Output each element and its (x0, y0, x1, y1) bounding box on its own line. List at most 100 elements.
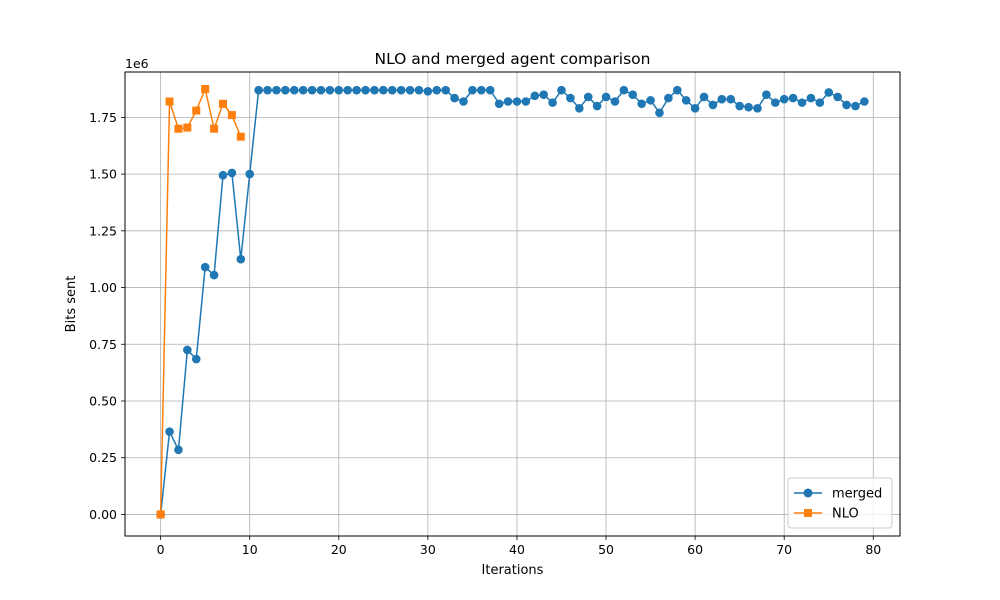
data-point-merged (477, 85, 486, 95)
data-point-merged (191, 354, 201, 364)
x-tick-label: 30 (420, 542, 436, 557)
data-point-merged (236, 254, 246, 264)
grid (125, 72, 900, 536)
data-point-merged (619, 85, 629, 95)
data-point-merged (860, 97, 869, 106)
x-tick-label: 70 (776, 542, 792, 557)
data-point-merged (806, 93, 816, 103)
data-point-merged (548, 98, 557, 107)
data-point-merged (779, 94, 789, 104)
data-point-merged (655, 108, 664, 118)
data-point-merged (441, 85, 450, 95)
data-point-merged (165, 427, 174, 436)
data-point-nlo (156, 510, 165, 519)
data-point-merged (396, 85, 406, 95)
data-point-merged (254, 85, 263, 95)
data-point-merged (628, 90, 638, 99)
data-point-merged (672, 85, 682, 95)
x-tick-label: 0 (157, 542, 165, 557)
data-point-merged (601, 92, 611, 102)
data-point-nlo (236, 132, 245, 141)
x-tick-label: 60 (687, 542, 703, 557)
data-point-merged (316, 85, 326, 95)
data-point-nlo (192, 106, 201, 115)
data-point-merged (690, 104, 700, 113)
data-point-merged (298, 85, 308, 95)
x-tick-label: 10 (242, 542, 258, 557)
data-point-merged (307, 85, 317, 95)
data-point-merged (566, 93, 575, 103)
legend: merged NLO (787, 477, 893, 529)
data-point-merged (717, 94, 727, 104)
y-tick-label: 0.75 (89, 337, 117, 352)
data-point-merged (708, 100, 718, 110)
data-point-nlo (201, 85, 210, 94)
data-point-merged (485, 85, 495, 95)
legend-box (787, 477, 893, 529)
data-point-merged (583, 92, 593, 102)
series-nlo-line (159, 88, 242, 515)
data-point-merged (575, 104, 584, 113)
data-point-merged (646, 96, 655, 105)
data-point-merged (815, 98, 825, 107)
data-point-merged (423, 86, 433, 96)
data-point-merged (762, 90, 771, 99)
y-tick-label: 1.00 (89, 280, 117, 295)
data-point-merged (334, 85, 344, 95)
plot-frame (124, 71, 901, 537)
data-point-merged (530, 91, 540, 101)
y-tick-label: 1.25 (89, 223, 117, 238)
x-tick-label: 40 (509, 542, 525, 557)
data-point-nlo (210, 124, 219, 133)
data-point-merged (744, 102, 753, 112)
data-point-merged (200, 262, 210, 272)
data-point-merged (503, 97, 513, 106)
x-axis-label: Iterations (482, 563, 544, 578)
legend-merged-label: merged (832, 487, 882, 502)
data-point-merged (414, 85, 424, 95)
data-point-merged (824, 88, 834, 97)
data-point-merged (468, 85, 477, 95)
y-tick-label: 1.50 (89, 167, 117, 182)
y-offset-label: 1e6 (125, 56, 149, 71)
data-point-merged (539, 90, 548, 99)
data-point-merged (512, 97, 522, 106)
data-point-merged (699, 92, 709, 102)
chart-title: NLO and merged agent comparison (375, 50, 651, 68)
data-point-merged (218, 170, 228, 180)
data-point-nlo (218, 99, 227, 108)
data-point-merged (174, 445, 183, 455)
data-point-merged (797, 98, 807, 107)
data-point-merged (770, 98, 780, 107)
data-point-merged (263, 85, 272, 95)
data-point-merged (432, 85, 442, 95)
data-point-merged (637, 99, 646, 109)
data-point-nlo (165, 97, 174, 106)
series-layer (156, 85, 869, 519)
data-point-merged (352, 85, 361, 95)
legend-nlo-label: NLO (832, 507, 859, 522)
data-point-merged (361, 85, 370, 95)
data-point-merged (494, 99, 504, 109)
data-point-merged (272, 85, 281, 95)
data-point-merged (281, 85, 290, 95)
data-point-merged (379, 85, 388, 95)
data-point-merged (325, 85, 335, 95)
legend-nlo-marker (804, 509, 812, 517)
data-point-merged (610, 97, 620, 106)
data-point-merged (557, 85, 566, 95)
data-point-merged (245, 169, 255, 179)
series-nlo (156, 85, 245, 519)
legend-merged-marker (803, 488, 813, 498)
y-tick-label: 0.00 (89, 507, 117, 522)
data-point-merged (289, 85, 299, 95)
data-point-merged (227, 168, 237, 178)
data-point-merged (788, 93, 798, 103)
data-point-merged (370, 85, 379, 95)
data-point-merged (387, 85, 397, 95)
data-point-merged (851, 101, 860, 111)
data-point-merged (209, 270, 219, 280)
data-point-merged (842, 100, 851, 110)
x-tick-label: 80 (865, 542, 881, 557)
